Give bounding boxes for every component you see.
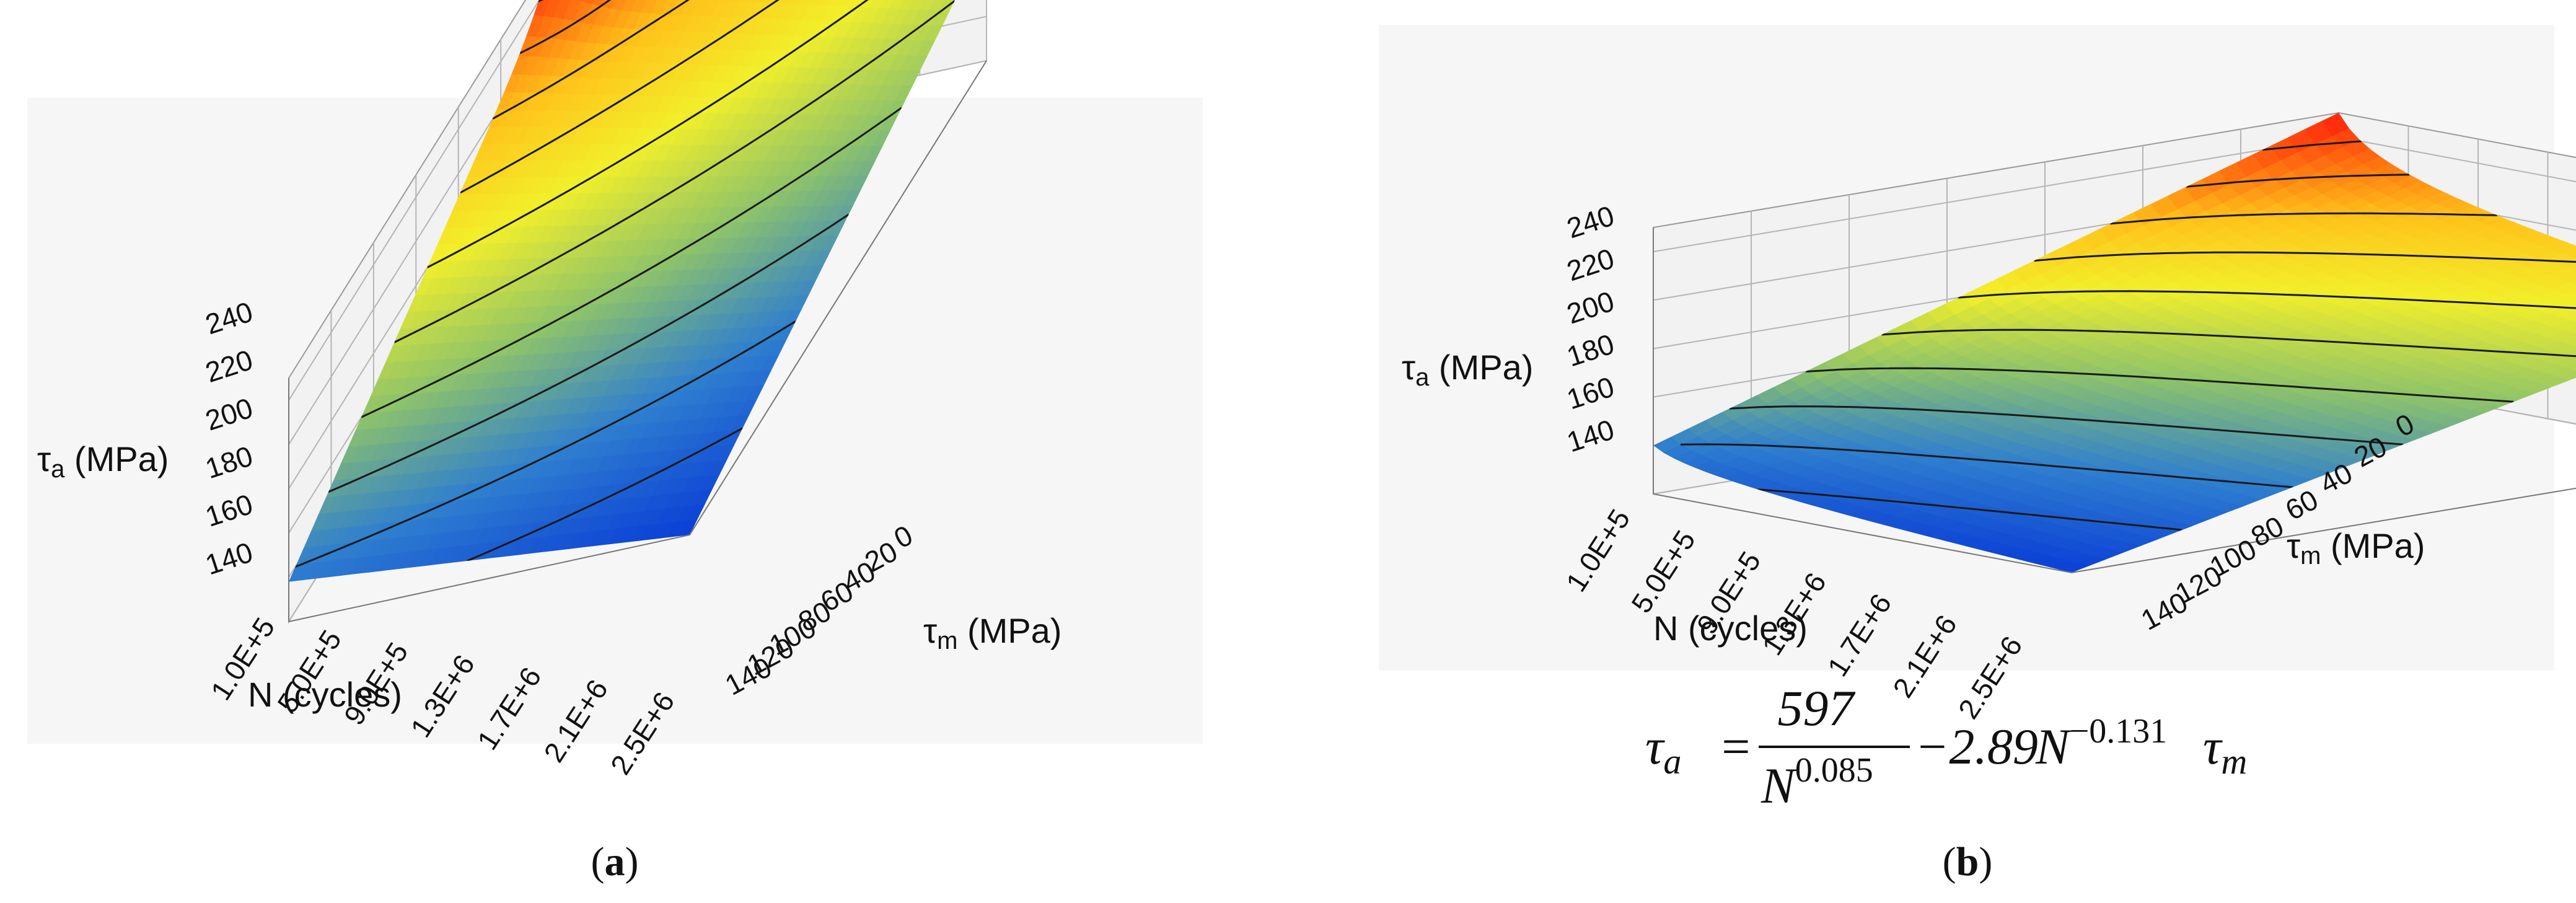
contour-line (2034, 251, 2576, 265)
plot-b-x-axis-title: N (cycles) (1653, 609, 1808, 648)
floor-edge (288, 60, 987, 622)
z-tick-label: 140 (201, 535, 257, 581)
z-tick-label: 220 (201, 343, 257, 389)
z-tick-label: 240 (1563, 199, 1618, 244)
n-tick-label: 5.0E+5 (1625, 524, 1702, 619)
contour-line (1805, 367, 2514, 403)
n-tick-label: 2.1E+6 (537, 674, 614, 768)
surface-cell (2566, 337, 2576, 348)
n-tick-label: 2.5E+6 (1952, 630, 2029, 725)
contour-line (492, 0, 802, 120)
surface-plot-b: 1.0E+55.0E+59.0E+51.3E+61.7E+62.1E+62.5E… (1402, 112, 2576, 725)
contour-line (328, 213, 850, 493)
contour-line (1729, 405, 2404, 446)
z-tick-label: 200 (1563, 284, 1618, 330)
equation-equals: = (1718, 718, 1752, 775)
contour-line (466, 427, 744, 562)
plot-a-z-axis-title: τa (MPa) (37, 439, 169, 483)
contour-line (1881, 328, 2576, 360)
surface-cell (2060, 563, 2090, 573)
z-gridline (288, 0, 568, 445)
z-tick-label: 240 (201, 295, 257, 340)
contour-line (459, 0, 879, 194)
equation-denominator: N0.085 (1761, 751, 1873, 814)
surface-cell (2564, 260, 2576, 273)
plot-a-x-axis-title: N (cycles) (248, 675, 402, 714)
model-equation: τa = 597 N0.085 −2.89 N−0.131 τm (1645, 680, 2247, 814)
z-tick-label: 160 (1563, 370, 1618, 415)
plot-a-frame (288, 60, 987, 622)
n-tick-label: 2.5E+6 (604, 686, 681, 780)
z-tick-label: 180 (201, 439, 257, 485)
z-tick-label: 140 (1563, 413, 1618, 458)
contour-line (361, 107, 902, 418)
plot-b-y-axis-title: τm (MPa) (2287, 526, 2425, 570)
contour-line (1757, 488, 2183, 531)
plot-b-z-axis-title: τa (MPa) (1402, 348, 1533, 391)
n-tick-label: 1.7E+6 (1821, 588, 1898, 682)
floor-edge (1653, 487, 2576, 574)
plot-b-frame (1653, 227, 2576, 574)
contour-line (519, 0, 726, 55)
n-tick-label: 1.7E+6 (471, 661, 548, 755)
z-tick-label: 200 (201, 392, 257, 437)
z-tick-label: 160 (201, 488, 257, 533)
plot-a-contours (295, 0, 957, 568)
contour-line (295, 320, 796, 568)
n-tick-label: 2.1E+6 (1886, 609, 1963, 703)
contour-line (2262, 140, 2362, 151)
n-tick-label: 1.3E+6 (404, 649, 481, 743)
n-tick-label: 1.0E+5 (1560, 503, 1637, 597)
contour-line (1680, 443, 2293, 488)
plot-a-surface (289, 0, 958, 582)
equation-numerator: 597 (1778, 680, 1856, 736)
caption-a: (a) (591, 839, 639, 884)
z-tick-label: 180 (1563, 327, 1618, 372)
surface-plot-a: 1.0E+55.0E+59.0E+51.3E+61.7E+62.1E+62.5E… (37, 0, 1062, 780)
equation-n-term: N−0.131 (2035, 712, 2167, 775)
contour-line (393, 0, 956, 343)
z-tick-label: 220 (1563, 242, 1618, 287)
equation-tau-m: τm (2203, 718, 2247, 782)
equation-coefficient: −2.89 (1915, 718, 2038, 775)
surface-cell (2568, 275, 2576, 287)
contour-line (2186, 174, 2410, 188)
contour-line (2110, 212, 2497, 225)
z-gridline (288, 0, 540, 401)
equation-lhs: τa (1645, 718, 1681, 782)
caption-b: (b) (1943, 839, 1993, 884)
plot-a-y-axis-title: τm (MPa) (923, 611, 1062, 654)
contour-line (426, 0, 957, 268)
